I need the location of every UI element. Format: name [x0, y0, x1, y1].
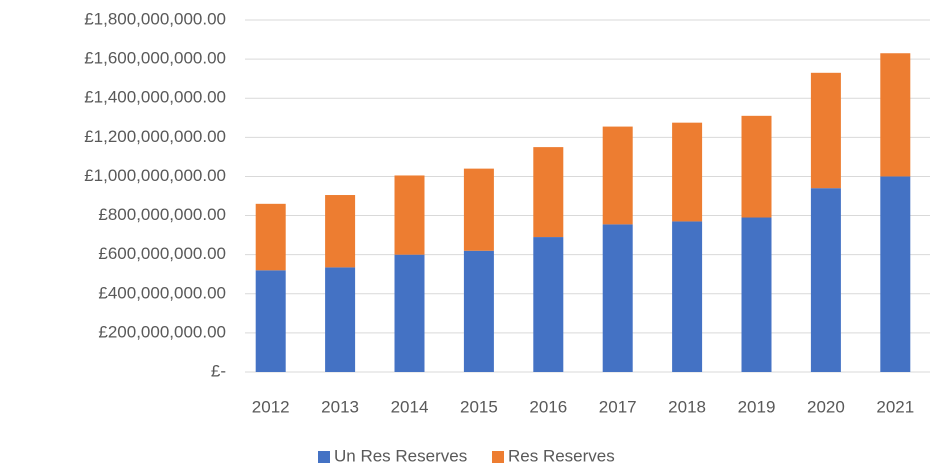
- x-tick-label: 2020: [807, 397, 845, 416]
- bar-segment: [672, 221, 703, 372]
- legend-label: Un Res Reserves: [334, 446, 467, 465]
- bar-segment: [880, 53, 911, 177]
- bar-segment: [325, 195, 356, 268]
- bar-segment: [810, 188, 841, 372]
- bar-segment: [394, 254, 425, 372]
- y-tick-label: £1,400,000,000.00: [84, 88, 226, 107]
- legend-swatch: [318, 451, 330, 463]
- x-tick-label: 2015: [460, 397, 498, 416]
- bar-segment: [325, 267, 356, 372]
- y-tick-label: £1,200,000,000.00: [84, 127, 226, 146]
- bar-segment: [741, 115, 772, 218]
- x-tick-label: 2016: [529, 397, 567, 416]
- bar-segment: [741, 217, 772, 372]
- y-tick-label: £1,800,000,000.00: [84, 9, 226, 28]
- bar-segment: [880, 176, 911, 372]
- y-tick-label: £600,000,000.00: [98, 244, 226, 263]
- x-tick-label: 2017: [599, 397, 637, 416]
- bar-segment: [672, 122, 703, 222]
- x-tick-label: 2014: [391, 397, 429, 416]
- bar-segment: [533, 237, 564, 372]
- bar-segment: [394, 175, 425, 255]
- bar-segment: [602, 126, 633, 225]
- y-tick-label: £-: [211, 361, 226, 380]
- y-tick-label: £800,000,000.00: [98, 205, 226, 224]
- bar-segment: [463, 168, 494, 251]
- bar-segment: [602, 224, 633, 372]
- legend-swatch: [492, 451, 504, 463]
- y-tick-label: £1,000,000,000.00: [84, 166, 226, 185]
- y-tick-label: £400,000,000.00: [98, 283, 226, 302]
- x-tick-label: 2012: [252, 397, 290, 416]
- bar-segment: [255, 270, 286, 372]
- x-tick-label: 2013: [321, 397, 359, 416]
- bar-segment: [533, 147, 564, 238]
- bar-segment: [255, 203, 286, 271]
- x-tick-label: 2021: [876, 397, 914, 416]
- legend-label: Res Reserves: [508, 446, 615, 465]
- y-tick-label: £1,600,000,000.00: [84, 49, 226, 68]
- bar-segment: [810, 72, 841, 189]
- x-tick-label: 2018: [668, 397, 706, 416]
- y-tick-label: £200,000,000.00: [98, 322, 226, 341]
- x-tick-label: 2019: [738, 397, 776, 416]
- bar-segment: [463, 250, 494, 372]
